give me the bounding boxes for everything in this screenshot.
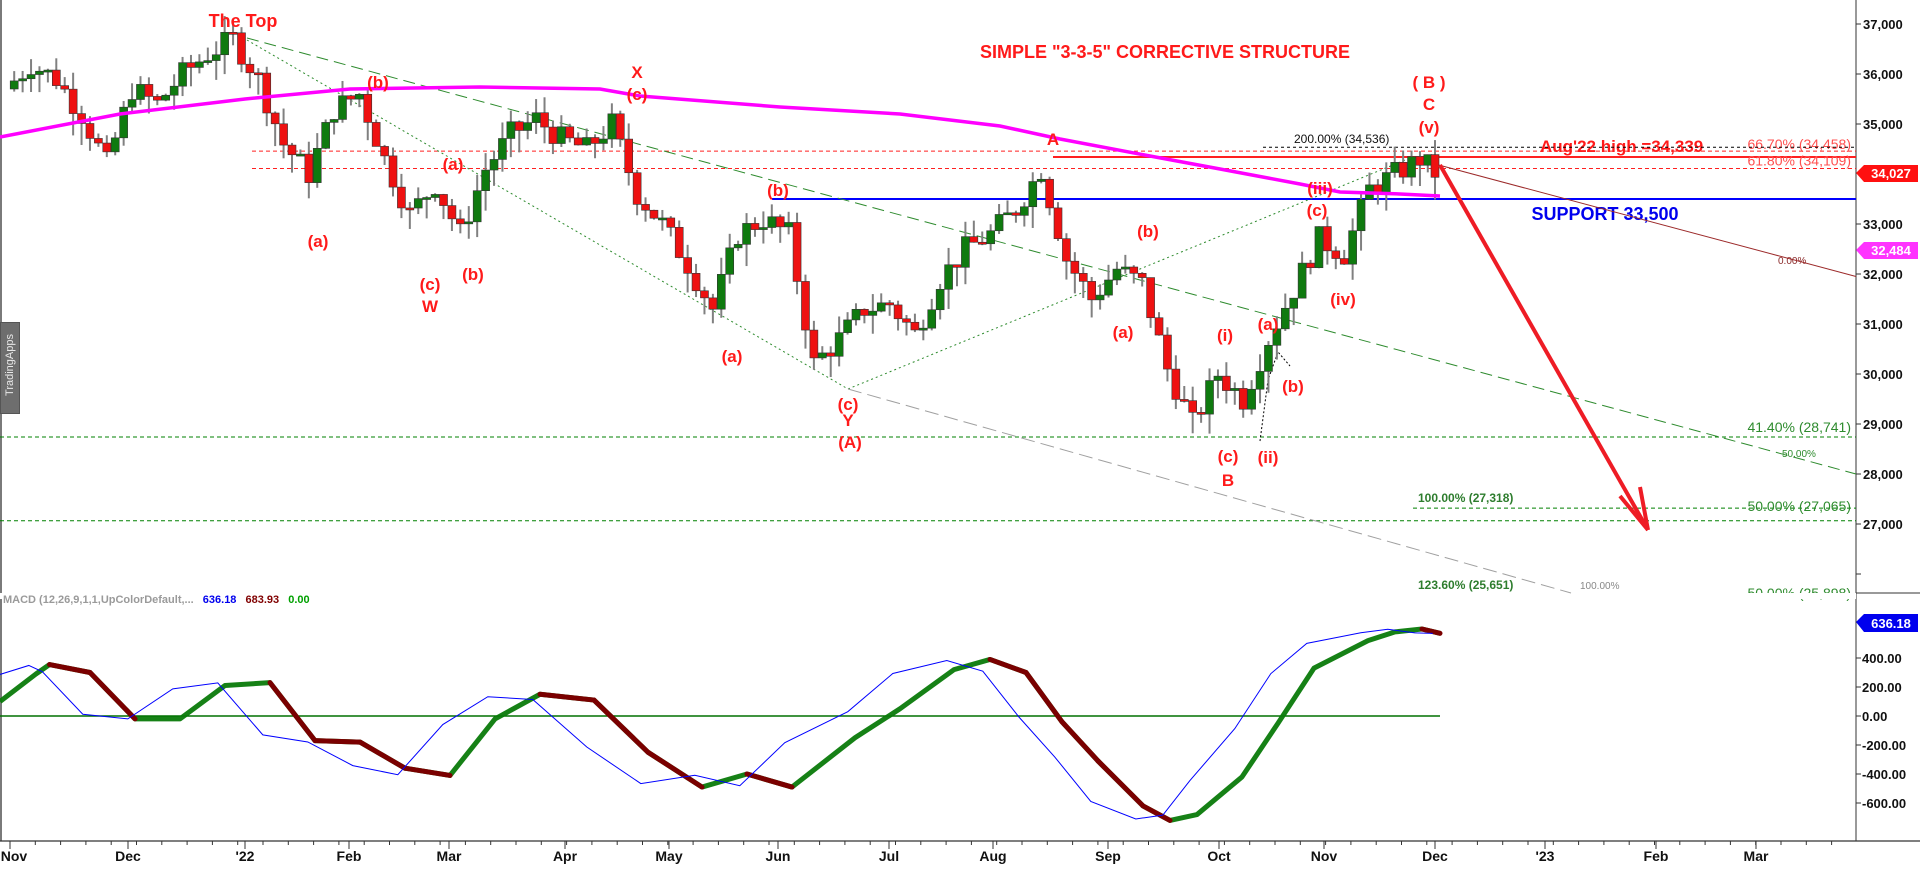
wave-label: (v) <box>1419 118 1440 137</box>
macd-tick-label: 0.00 <box>1862 709 1887 724</box>
aug-high-label: Aug'22 high =34,339 <box>1540 137 1703 156</box>
wave-label: (c) <box>838 395 859 414</box>
wave-label: (c) <box>420 275 441 294</box>
svg-text:123.60% (25,651): 123.60% (25,651) <box>1418 578 1513 592</box>
time-tick-label: May <box>655 848 682 864</box>
wave-label: (a) <box>1113 323 1134 342</box>
wave-label: W <box>422 297 439 316</box>
svg-text:200.00% (34,536): 200.00% (34,536) <box>1294 132 1389 146</box>
price-tick-label: 29,000 <box>1863 417 1903 432</box>
the-top-label: The Top <box>209 11 278 31</box>
time-tick-label: Dec <box>115 848 141 864</box>
svg-text:34,027: 34,027 <box>1871 166 1911 181</box>
macd-legend: MACD (12,26,9,1,1,UpColorDefault,... 636… <box>3 594 310 606</box>
wave-label: (c) <box>1307 201 1328 220</box>
wave-label: (b) <box>462 265 484 284</box>
svg-text:50.00% (27,065): 50.00% (27,065) <box>1747 498 1851 514</box>
svg-text:636.18: 636.18 <box>1871 616 1911 631</box>
macd-value: 636.18 <box>202 594 237 606</box>
trend-lines <box>246 37 1857 594</box>
forecast-arrow-icon <box>1438 164 1650 532</box>
svg-text:32,484: 32,484 <box>1871 243 1912 258</box>
price-tick-label: 32,000 <box>1863 267 1903 282</box>
wave-label: B <box>1222 471 1234 490</box>
wave-label: (b) <box>767 181 789 200</box>
axes: 37,000 36,000 35,000 33,000 32,000 31,000 30,0… <box>1 17 1906 864</box>
wave-label: (A) <box>838 433 862 452</box>
svg-text:41.40% (28,741): 41.40% (28,741) <box>1747 419 1851 435</box>
svg-text:61.80% (34,109): 61.80% (34,109) <box>1747 153 1851 169</box>
wave-label: (i) <box>1217 326 1233 345</box>
wave-label: (b) <box>367 73 389 92</box>
time-tick-label: Apr <box>553 848 578 864</box>
brand-tab[interactable]: TradingApps <box>0 322 20 414</box>
macd-last-badge: 636.18 <box>1856 614 1918 632</box>
signal-value: 683.93 <box>245 594 280 606</box>
svg-text:100.00%: 100.00% <box>1580 581 1620 592</box>
wave-label: C <box>1423 95 1435 114</box>
time-tick-label: Mar <box>437 848 462 864</box>
wave-label: X <box>631 63 643 82</box>
wave-label: (a) <box>443 155 464 174</box>
price-tick-label: 27,000 <box>1863 517 1903 532</box>
candlesticks <box>9 16 1440 434</box>
price-tick-label: 30,000 <box>1863 367 1903 382</box>
wave-label: (b) <box>1137 222 1159 241</box>
price-tick-label: 35,000 <box>1863 117 1903 132</box>
wave-label: (iii) <box>1307 179 1333 198</box>
macd-tick-label: -600.00 <box>1862 796 1906 811</box>
wave-labels: (a)(b)(c)W(a)(b)X(c)(a)(b)(c)Y(A)A(a)(b)… <box>308 63 1446 490</box>
price-tick-label: 31,000 <box>1863 317 1903 332</box>
time-tick-label: Dec <box>1422 848 1448 864</box>
macd-tick-label: 400.00 <box>1862 651 1902 666</box>
svg-text:50.00%: 50.00% <box>1782 449 1816 460</box>
time-tick-label: Oct <box>1207 848 1231 864</box>
time-tick-label: Nov <box>1 848 28 864</box>
wave-label: A <box>1047 130 1059 149</box>
time-tick-label: Feb <box>337 848 362 864</box>
macd-tick-label: -200.00 <box>1862 738 1906 753</box>
wave-label: (c) <box>627 85 648 104</box>
wave-label: ( B ) <box>1412 73 1445 92</box>
wave-label: (b) <box>1282 377 1304 396</box>
time-tick-label: Feb <box>1644 848 1669 864</box>
last-price-badge: 34,027 <box>1856 165 1918 182</box>
time-tick-label: Jun <box>766 848 791 864</box>
price-tick-label: 33,000 <box>1863 217 1903 232</box>
price-tick-label: 37,000 <box>1863 17 1903 32</box>
time-tick-label: Jul <box>879 848 899 864</box>
wave-label: (iv) <box>1330 290 1356 309</box>
macd-tick-label: -400.00 <box>1862 767 1906 782</box>
wave-label: (a) <box>722 347 743 366</box>
macd-panel <box>0 626 1443 823</box>
time-tick-label: Aug <box>979 848 1006 864</box>
wave-label: (a) <box>308 232 329 251</box>
brand-label: TradingApps <box>4 334 16 396</box>
time-tick-label: Sep <box>1095 848 1121 864</box>
level-lines: SUPPORT 33,500 Aug'22 high =34,339 66.70% … <box>0 132 1856 601</box>
macd-legend-name: MACD (12,26,9,1,1,UpColorDefault,... <box>3 594 194 606</box>
time-tick-label: Mar <box>1744 848 1769 864</box>
price-tick-label: 36,000 <box>1863 67 1903 82</box>
chart-title: SIMPLE "3-3-5" CORRECTIVE STRUCTURE <box>980 42 1350 62</box>
price-tick-label: 28,000 <box>1863 467 1903 482</box>
wave-label: (a) <box>1258 315 1279 334</box>
time-tick-label: '22 <box>236 848 255 864</box>
moving-average-200 <box>0 85 1441 198</box>
svg-text:0.00%: 0.00% <box>1778 256 1806 267</box>
svg-text:100.00% (27,318): 100.00% (27,318) <box>1418 491 1513 505</box>
svg-text:66.70% (34,458): 66.70% (34,458) <box>1747 136 1851 152</box>
support-label: SUPPORT 33,500 <box>1531 204 1678 224</box>
wave-label: (ii) <box>1258 448 1279 467</box>
wave-label: (c) <box>1218 447 1239 466</box>
wave-label: Y <box>842 411 854 430</box>
time-tick-label: Nov <box>1311 848 1338 864</box>
macd-tick-label: 200.00 <box>1862 680 1902 695</box>
time-tick-label: '23 <box>1536 848 1555 864</box>
histogram-value: 0.00 <box>288 594 310 606</box>
ma-price-badge: 32,484 <box>1856 242 1918 259</box>
